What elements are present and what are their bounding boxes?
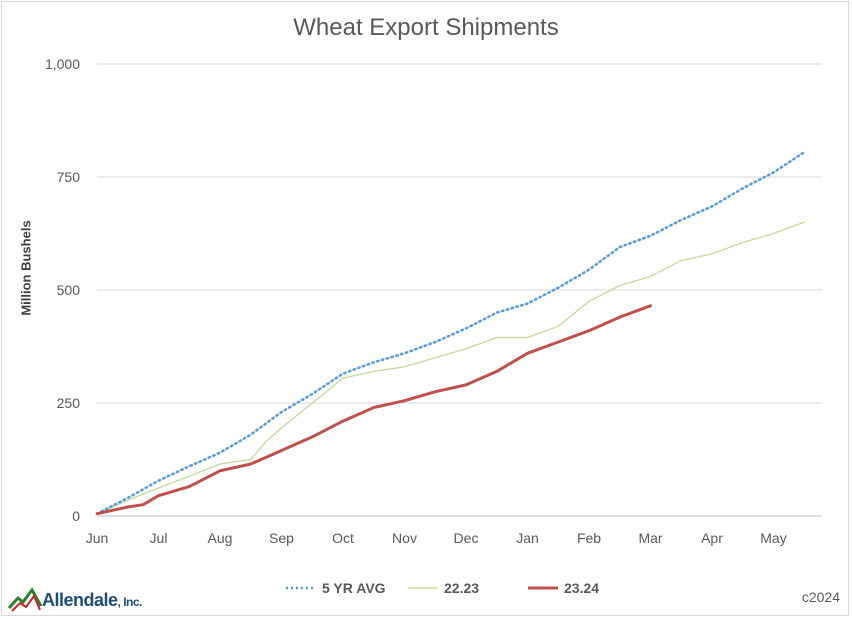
y-tick-label: 1,000 <box>45 56 80 72</box>
legend-label-5yr-avg: 5 YR AVG <box>322 580 386 596</box>
copyright: c2024 <box>801 589 840 605</box>
legend-swatch-23-24 <box>528 586 558 590</box>
x-tick-label: Dec <box>454 530 479 546</box>
x-tick-label: Jan <box>516 530 539 546</box>
series-line-22-23 <box>96 221 805 515</box>
legend-label-23-24: 23.24 <box>564 580 600 596</box>
x-tick-label: Jun <box>86 530 109 546</box>
x-tick-label: Feb <box>577 530 601 546</box>
y-tick-label: 500 <box>57 282 81 298</box>
legend-swatch-5yr-avg <box>286 586 316 590</box>
y-tick-label: 250 <box>57 395 81 411</box>
series-line-5-yr-avg <box>95 150 806 515</box>
series-line-23-24 <box>95 304 652 516</box>
legend-item-5yr-avg: 5 YR AVG <box>286 580 386 596</box>
legend-swatch-22-23 <box>408 587 438 589</box>
legend: 5 YR AVG 22.23 23.24 <box>0 580 852 600</box>
allendale-logo: Allendale, Inc. <box>8 586 178 616</box>
x-tick-label: Aug <box>208 530 233 546</box>
legend-item-23-24: 23.24 <box>528 580 599 596</box>
x-tick-label: Jul <box>150 530 168 546</box>
x-tick-label: Mar <box>638 530 662 546</box>
x-tick-label: Sep <box>269 530 294 546</box>
logo-text: Allendale, Inc. <box>42 590 142 610</box>
legend-label-22-23: 22.23 <box>444 580 480 596</box>
logo-mark-icon <box>8 587 42 612</box>
y-tick-label: 750 <box>57 169 81 185</box>
x-tick-label: Oct <box>332 530 354 546</box>
y-tick-label: 0 <box>72 508 80 524</box>
chart-title: Wheat Export Shipments <box>293 14 559 41</box>
x-tick-label: May <box>760 530 786 546</box>
legend-item-22-23: 22.23 <box>408 580 479 596</box>
x-tick-label: Apr <box>701 530 723 546</box>
x-tick-label: Nov <box>392 530 417 546</box>
